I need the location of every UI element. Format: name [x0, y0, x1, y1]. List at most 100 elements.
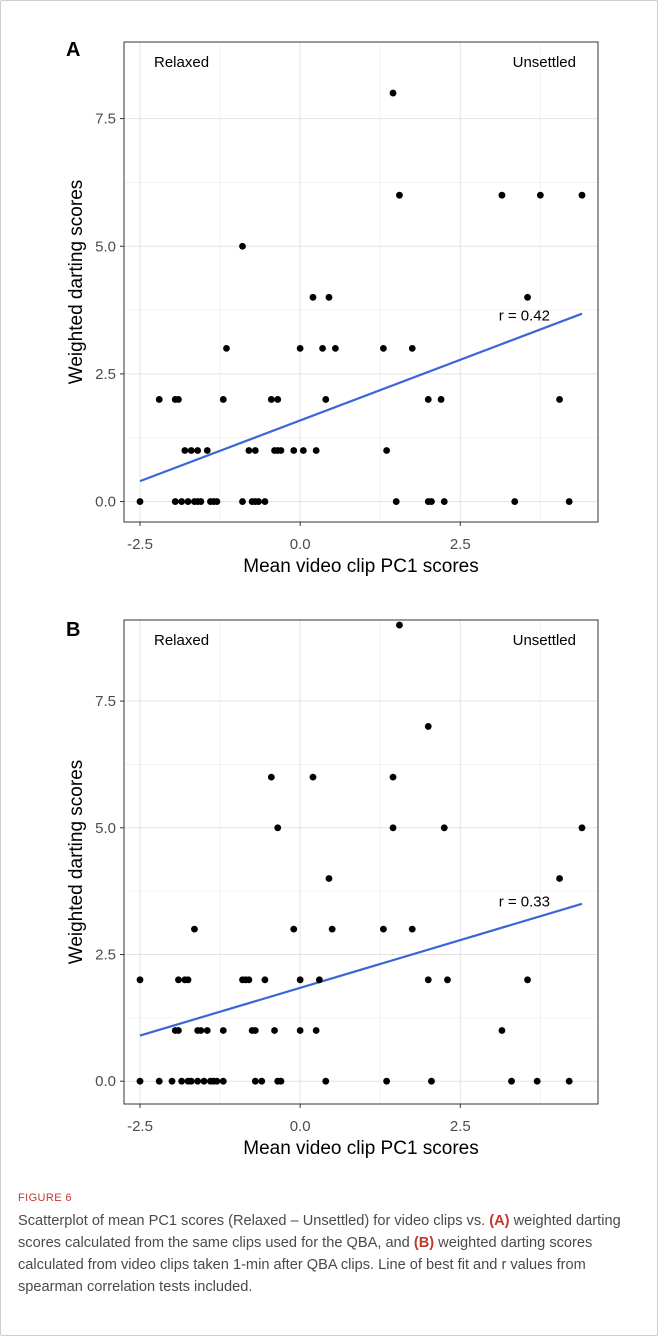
data-point [424, 396, 432, 403]
data-point [274, 396, 282, 403]
y-axis-label: Weighted darting scores [66, 760, 87, 965]
data-point [290, 447, 298, 454]
data-point [325, 875, 333, 882]
data-point [396, 621, 403, 629]
data-point [200, 1077, 208, 1085]
data-point [191, 925, 198, 933]
y-tick-label: 0.0 [95, 1073, 116, 1090]
data-point [428, 1077, 435, 1085]
x-axis-label: Mean video clip PC1 scores [243, 1138, 479, 1159]
data-point [331, 344, 339, 352]
y-tick-label: 2.5 [95, 366, 116, 383]
data-point [565, 1077, 573, 1085]
data-point [424, 723, 432, 730]
data-point [219, 1077, 227, 1085]
data-point [389, 773, 397, 781]
y-tick-label: 7.5 [95, 111, 116, 128]
data-point [524, 293, 531, 301]
data-point [578, 824, 586, 832]
caption-ref-b: (B) [413, 1235, 435, 1251]
caption-ref-a: (A) [489, 1213, 510, 1229]
figure-caption: Scatterplot of mean PC1 scores (Relaxed … [18, 1210, 630, 1298]
data-point [328, 925, 336, 933]
data-point [315, 976, 323, 984]
data-point [498, 1027, 506, 1034]
data-point [203, 447, 211, 454]
fit-line [139, 902, 583, 1037]
data-point [299, 447, 307, 454]
data-point [267, 773, 275, 781]
data-point [508, 1077, 515, 1085]
data-point [136, 498, 144, 505]
data-point [184, 976, 192, 984]
data-point [155, 396, 163, 403]
data-point [312, 447, 320, 454]
y-tick-label: 0.0 [95, 494, 116, 511]
data-point [255, 498, 262, 505]
data-point [136, 1077, 144, 1085]
annotation-unsettled: Unsettled [513, 632, 576, 649]
panel-label: A [66, 39, 80, 61]
data-point [175, 1027, 182, 1034]
data-point [578, 191, 586, 199]
x-axis-label: Mean video clip PC1 scores [243, 556, 479, 577]
data-point [533, 1077, 541, 1085]
data-point [408, 344, 416, 352]
x-tick-label: -2.5 [127, 1118, 153, 1135]
caption-text-2: weighted darting scores calculated from … [18, 1213, 621, 1251]
data-point [325, 293, 333, 301]
data-point [389, 89, 397, 97]
data-point [536, 191, 544, 199]
data-point [245, 976, 253, 984]
data-point [380, 925, 387, 933]
data-point [440, 824, 448, 832]
caption-text-3: weighted darting scores calculated from … [18, 1235, 593, 1295]
data-point [251, 1077, 259, 1085]
data-point [380, 344, 387, 352]
data-point [155, 1077, 163, 1085]
data-point [309, 293, 317, 301]
figure-caption-block: FIGURE 6 Scatterplot of mean PC1 scores … [18, 1192, 630, 1298]
x-tick-label: -2.5 [127, 536, 153, 553]
data-point [178, 1077, 186, 1085]
data-point [187, 1077, 195, 1085]
data-point [383, 447, 391, 454]
plot-border [123, 41, 599, 523]
data-point [383, 1077, 391, 1085]
x-tick-label: 0.0 [290, 536, 311, 553]
data-point [239, 498, 246, 505]
y-tick-label: 5.0 [95, 820, 116, 837]
y-axis-label: Weighted darting scores [66, 180, 87, 385]
data-point [251, 1027, 259, 1034]
data-point [309, 773, 317, 781]
data-point [556, 875, 563, 882]
data-point [277, 447, 285, 454]
figure-label: FIGURE 6 [18, 1192, 72, 1204]
data-point [267, 396, 275, 403]
data-point [271, 1027, 278, 1034]
data-point [277, 1077, 285, 1085]
data-point [184, 498, 192, 505]
data-point [194, 447, 202, 454]
data-point [203, 1027, 211, 1034]
data-point [251, 447, 259, 454]
data-point [296, 976, 304, 984]
data-point [258, 1077, 266, 1085]
data-point [322, 1077, 330, 1085]
data-point [245, 447, 253, 454]
fit-line [139, 312, 583, 483]
data-point [396, 191, 403, 199]
data-point [171, 498, 179, 505]
data-point [319, 344, 326, 352]
panel-label: B [66, 619, 80, 641]
data-point [213, 498, 221, 505]
data-point [187, 447, 195, 454]
data-point [223, 344, 230, 352]
data-point [556, 396, 563, 403]
r-value-label: r = 0.42 [499, 307, 550, 324]
data-point [239, 242, 246, 250]
data-point [511, 498, 519, 505]
data-point [194, 1077, 202, 1085]
annotation-relaxed: Relaxed [154, 632, 209, 649]
annotation-relaxed: Relaxed [154, 54, 209, 71]
